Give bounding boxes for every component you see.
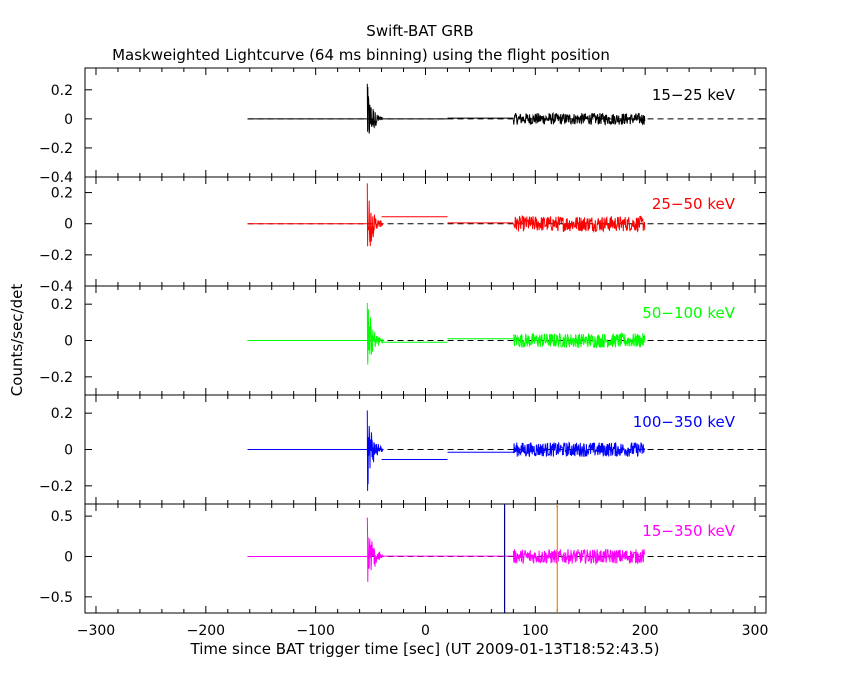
- series-step-line: [247, 338, 514, 343]
- series-burst: [366, 302, 384, 365]
- panel-frame: [84, 67, 767, 178]
- chart-subtitle: Maskweighted Lightcurve (64 ms binning) …: [112, 46, 610, 64]
- series-noise: [513, 214, 646, 234]
- y-tick-label: −0.2: [39, 370, 73, 386]
- y-tick-label: 0.2: [51, 297, 73, 313]
- series-noise: [512, 548, 646, 566]
- y-tick-label: −0.4: [39, 279, 73, 295]
- series-step-line: [247, 449, 514, 460]
- x-tick-label: 0: [421, 623, 430, 639]
- y-tick-label: −0.2: [39, 479, 73, 495]
- series-noise: [512, 111, 646, 126]
- legend-label: 15−350 keV: [642, 522, 735, 540]
- series-burst: [366, 83, 383, 134]
- legend-label: 100−350 keV: [633, 413, 736, 431]
- panel-frame: [84, 503, 767, 614]
- y-tick-label: −0.4: [39, 170, 73, 186]
- series-noise: [512, 441, 646, 458]
- panel-frame: [84, 394, 767, 505]
- y-tick-label: 0: [64, 334, 73, 350]
- y-tick-label: 0: [64, 112, 73, 128]
- x-tick-label: 200: [632, 623, 659, 639]
- chart-title: Swift-BAT GRB: [366, 22, 473, 40]
- y-tick-label: 0.2: [51, 406, 73, 422]
- y-tick-label: 0: [64, 217, 73, 233]
- legend-label: 50−100 keV: [642, 304, 735, 322]
- series-noise: [512, 332, 646, 349]
- series-burst: [366, 410, 384, 491]
- panels-group: −0.4 −0.2 0 0.2 15−25 keV −0.4 −0.2 0 0.2 25−50 k…: [39, 67, 769, 639]
- x-tick-label: −100: [296, 623, 334, 639]
- legend-label: 15−25 keV: [652, 86, 736, 104]
- panel-frame: [84, 285, 767, 396]
- panel-frame: [84, 176, 767, 287]
- y-axis-label: Counts/sec/det: [8, 284, 26, 397]
- series-step-line: [247, 216, 514, 225]
- series-burst: [366, 517, 384, 582]
- x-tick-label: 300: [742, 623, 769, 639]
- y-tick-label: 0.2: [51, 83, 73, 99]
- y-tick-label: 0: [64, 443, 73, 459]
- x-axis-label: Time since BAT trigger time [sec] (UT 20…: [190, 640, 660, 658]
- x-tick-label: −200: [187, 623, 225, 639]
- y-tick-label: 0: [64, 549, 73, 565]
- series-burst: [366, 183, 384, 247]
- y-tick-label: −0.5: [39, 590, 73, 606]
- series-step-line: [247, 117, 514, 120]
- x-tick-label: 100: [522, 623, 549, 639]
- y-tick-label: −0.2: [39, 141, 73, 157]
- y-tick-label: −0.2: [39, 248, 73, 264]
- y-tick-label: 0.2: [51, 186, 73, 202]
- y-tick-label: 0.5: [51, 509, 73, 525]
- x-tick-label: −300: [77, 623, 115, 639]
- legend-label: 25−50 keV: [652, 195, 736, 213]
